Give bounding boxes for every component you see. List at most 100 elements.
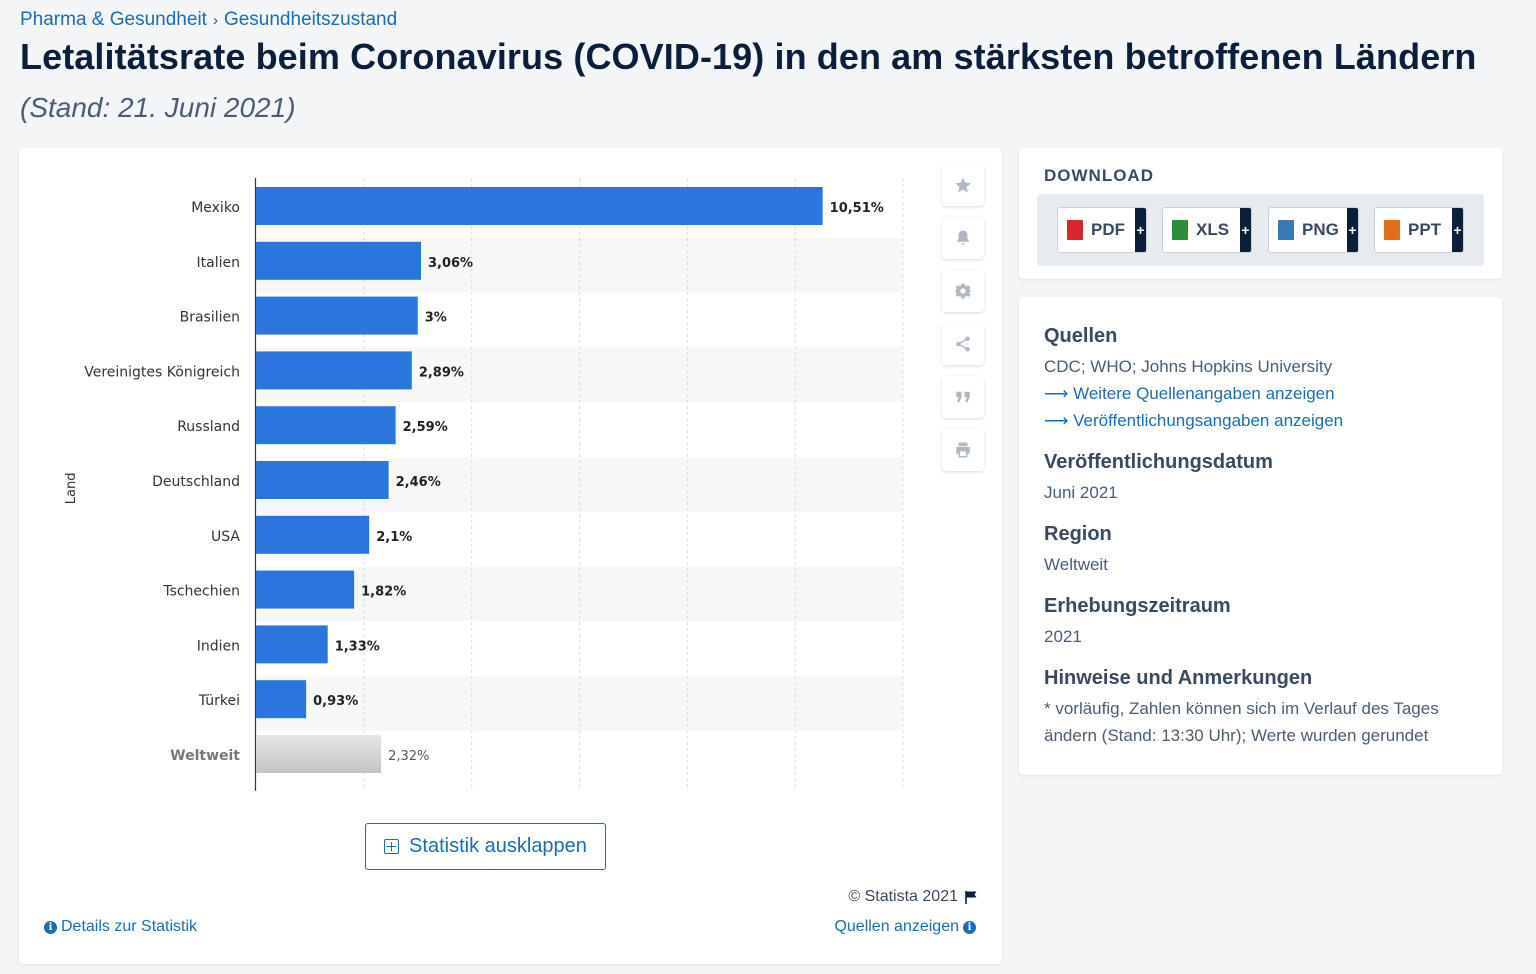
- notes-heading: Hinweise und Anmerkungen: [1044, 667, 1313, 689]
- row-stripe: [256, 676, 903, 731]
- category-label-indien: Indien: [197, 638, 240, 654]
- details-label: Details zur Statistik: [61, 918, 198, 935]
- value-label-deutschland: 2,46%: [396, 475, 441, 490]
- category-label-usa: USA: [211, 529, 240, 545]
- notes-section: Hinweise und Anmerkungen * vorläufig, Za…: [1044, 667, 1484, 749]
- notes-text: * vorläufig, Zahlen können sich im Verla…: [1044, 699, 1439, 745]
- category-label-mexiko: Mexiko: [191, 200, 240, 216]
- bar-tschechien: [256, 570, 355, 609]
- bar-weltweit: [256, 735, 382, 773]
- xls-file-icon: [1172, 220, 1188, 240]
- period-heading: Erhebungszeitraum: [1044, 595, 1231, 617]
- value-label-tuerkei: 0,93%: [313, 694, 358, 709]
- breadcrumb-separator: ›: [212, 11, 218, 29]
- breadcrumb-link-pharma[interactable]: Pharma & Gesundheit: [20, 9, 207, 30]
- category-label-brasilien: Brasilien: [180, 310, 240, 326]
- plus-icon: +: [1240, 208, 1251, 252]
- plus-icon: +: [1347, 208, 1358, 252]
- download-card: DOWNLOAD PDF + XLS + PNG + PPT +: [1019, 148, 1502, 279]
- value-label-mexiko: 10,51%: [830, 201, 884, 216]
- publication-info-link[interactable]: ⟶ Veröffentlichungsangaben anzeigen: [1044, 411, 1344, 430]
- bar-deutschland: [256, 461, 389, 499]
- category-label-weltweit: Weltweit: [170, 748, 240, 764]
- period-value: 2021: [1044, 627, 1082, 646]
- bell-icon: [957, 230, 969, 245]
- value-label-tschechien: 1,82%: [361, 585, 406, 600]
- bar-russland: [256, 406, 396, 445]
- bar-italien: [256, 241, 421, 280]
- expand-statistic-label: Statistik ausklappen: [409, 835, 587, 857]
- gear-icon: [954, 283, 972, 299]
- show-sources-link[interactable]: Quellen anzeigen i: [834, 918, 976, 936]
- details-link[interactable]: i Details zur Statistik: [44, 918, 197, 936]
- category-label-tuerkei: Türkei: [198, 693, 240, 709]
- plus-icon: +: [1452, 208, 1463, 252]
- share-button[interactable]: [942, 323, 984, 365]
- value-label-indien: 1,33%: [335, 639, 380, 654]
- png-file-icon: [1278, 220, 1294, 240]
- bar-tuerkei: [256, 680, 307, 719]
- info-card: Quellen CDC; WHO; Johns Hopkins Universi…: [1019, 297, 1502, 775]
- plus-square-icon: [384, 839, 400, 854]
- chart-card: Mexiko 10,51% Italien 3,06% Brasilien 3% Verei…: [19, 148, 1002, 964]
- download-ppt-label: PPT: [1408, 220, 1442, 239]
- breadcrumb-link-health-status[interactable]: Gesundheitszustand: [223, 9, 398, 30]
- download-tray: PDF + XLS + PNG + PPT +: [1037, 194, 1484, 266]
- bar-vereinigtes-koenigreich: [256, 351, 412, 390]
- y-axis-title: Land: [64, 473, 79, 505]
- notification-button[interactable]: [942, 217, 984, 259]
- download-xls-label: XLS: [1196, 220, 1230, 239]
- download-ppt-button[interactable]: PPT +: [1374, 207, 1464, 253]
- bar-indien: [256, 625, 328, 664]
- category-label-russland: Russland: [177, 419, 240, 435]
- copyright-text: © Statista 2021: [848, 888, 958, 905]
- download-xls-button[interactable]: XLS +: [1162, 207, 1252, 253]
- print-icon: [956, 442, 970, 458]
- category-label-italien: Italien: [197, 255, 240, 271]
- download-pdf-label: PDF: [1091, 220, 1125, 239]
- pubdate-value: Juni 2021: [1044, 483, 1118, 502]
- value-label-weltweit: 2,32%: [388, 749, 429, 764]
- bar-chart: Mexiko 10,51% Italien 3,06% Brasilien 3% Verei…: [64, 178, 904, 791]
- quote-icon: [956, 391, 970, 403]
- category-label-tschechien: Tschechien: [162, 584, 240, 600]
- download-pdf-button[interactable]: PDF +: [1057, 207, 1147, 253]
- info-icon: i: [44, 920, 57, 934]
- pubdate-heading: Veröffentlichungsdatum: [1044, 451, 1273, 473]
- region-heading: Region: [1044, 523, 1112, 545]
- star-icon: [955, 177, 971, 193]
- value-label-usa: 2,1%: [376, 530, 412, 545]
- category-label-vereinigtes-koenigreich: Vereinigtes Königreich: [84, 364, 240, 380]
- region-value: Weltweit: [1044, 555, 1108, 574]
- download-title: DOWNLOAD: [1044, 166, 1154, 185]
- expand-statistic-button[interactable]: Statistik ausklappen: [365, 823, 606, 870]
- more-sources-link[interactable]: ⟶ Weitere Quellenangaben anzeigen: [1044, 384, 1335, 403]
- bar-usa: [256, 515, 370, 554]
- print-button[interactable]: [942, 429, 984, 471]
- chart-toolbar: [942, 164, 986, 482]
- category-label-deutschland: Deutschland: [152, 474, 240, 490]
- plus-icon: +: [1135, 208, 1146, 252]
- favorite-button[interactable]: [942, 164, 984, 206]
- download-png-label: PNG: [1302, 220, 1339, 239]
- sources-text: CDC; WHO; Johns Hopkins University: [1044, 357, 1333, 376]
- ppt-file-icon: [1384, 220, 1400, 240]
- cite-button[interactable]: [942, 376, 984, 418]
- page-subtitle: (Stand: 21. Juni 2021): [20, 92, 296, 123]
- sources-heading: Quellen: [1044, 325, 1118, 347]
- region-section: Region Weltweit: [1044, 523, 1484, 578]
- value-label-russland: 2,59%: [403, 420, 448, 435]
- share-icon: [956, 336, 970, 352]
- info-icon: i: [963, 920, 976, 934]
- bar-brasilien: [256, 296, 418, 335]
- settings-button[interactable]: [942, 270, 984, 312]
- flag-icon[interactable]: [964, 890, 978, 904]
- download-png-button[interactable]: PNG +: [1268, 207, 1359, 253]
- pdf-file-icon: [1067, 220, 1083, 240]
- period-section: Erhebungszeitraum 2021: [1044, 595, 1484, 650]
- copyright: © Statista 2021: [848, 888, 978, 906]
- page-title: Letalitätsrate beim Coronavirus (COVID-1…: [20, 36, 1477, 77]
- value-label-italien: 3,06%: [428, 256, 473, 271]
- bar-mexiko: [256, 187, 823, 225]
- sources-section: Quellen CDC; WHO; Johns Hopkins Universi…: [1044, 325, 1484, 434]
